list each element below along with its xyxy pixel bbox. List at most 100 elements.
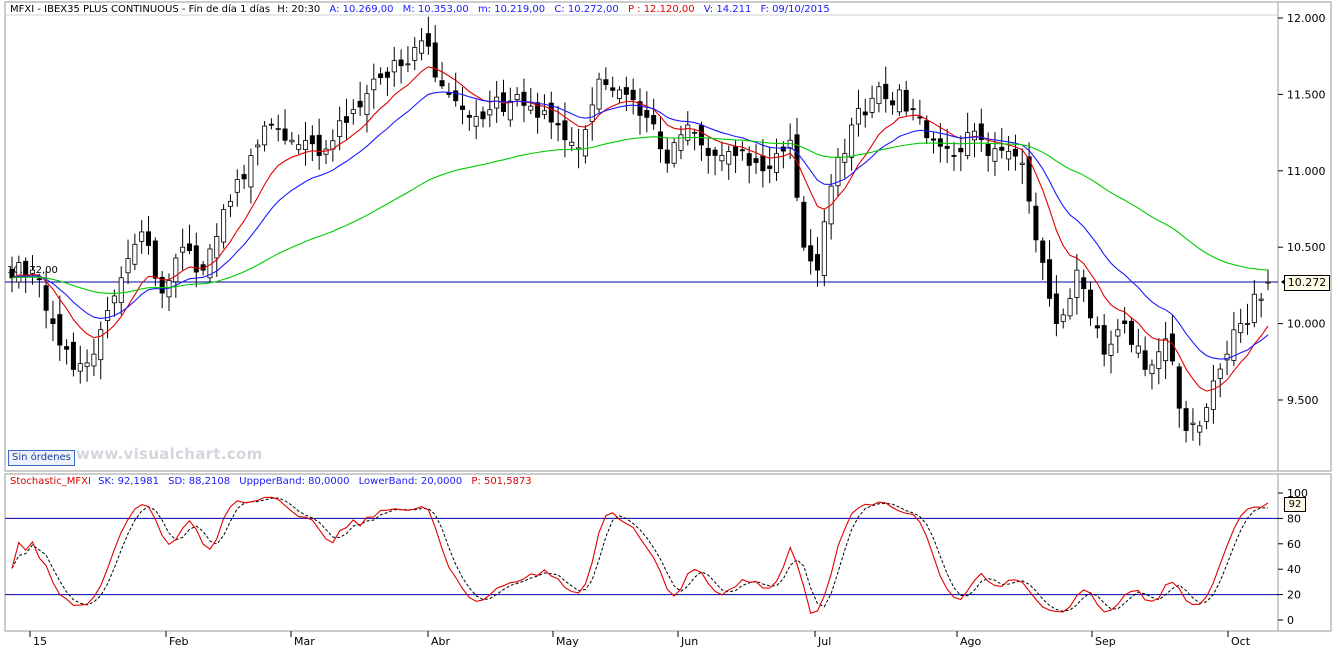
candle xyxy=(1183,400,1189,443)
candle-body-down xyxy=(521,91,527,106)
candle-body-up xyxy=(992,148,998,162)
candle-body-down xyxy=(241,174,247,180)
candle xyxy=(159,270,165,309)
candle-body-down xyxy=(958,147,964,153)
candle xyxy=(91,338,97,377)
candle xyxy=(398,49,404,84)
candle-body-up xyxy=(719,155,725,162)
candle-body-up xyxy=(221,209,227,243)
candle xyxy=(548,91,554,139)
candle-body-down xyxy=(903,89,909,112)
candle xyxy=(610,76,616,98)
candle xyxy=(275,114,281,142)
candle-body-down xyxy=(733,146,739,156)
candle xyxy=(425,16,431,55)
candle xyxy=(630,78,636,115)
candle-body-up xyxy=(419,40,425,54)
candle xyxy=(453,72,459,107)
candle xyxy=(309,125,315,162)
candle xyxy=(1053,275,1059,337)
candle-body-down xyxy=(432,42,438,78)
candle-body-up xyxy=(289,139,295,143)
candle-body-down xyxy=(780,146,786,152)
candle xyxy=(152,237,158,287)
candle-body-up xyxy=(262,125,268,146)
candle-body-down xyxy=(767,165,773,169)
candle-body-up xyxy=(1108,343,1114,356)
candle xyxy=(337,106,343,151)
candle xyxy=(364,84,370,133)
candle xyxy=(869,85,875,119)
candle-body-down xyxy=(282,128,288,141)
header-volume: V: 14.211 xyxy=(704,4,752,15)
candle xyxy=(1210,364,1216,424)
candle-body-up xyxy=(105,310,111,322)
header-time: H: 20:30 xyxy=(277,4,320,15)
stoch-panel-frame xyxy=(4,473,1332,632)
candle xyxy=(303,122,309,166)
candle-body-down xyxy=(924,120,930,139)
candle xyxy=(255,139,261,166)
candle xyxy=(146,216,152,255)
candle-body-down xyxy=(1128,320,1134,345)
stoch-tick-label: 60 xyxy=(1287,538,1301,551)
candle-body-down xyxy=(159,277,165,294)
candle xyxy=(1047,240,1053,307)
candle-body-up xyxy=(617,89,623,99)
candle xyxy=(1238,308,1244,343)
candle-body-up xyxy=(582,129,588,157)
candle xyxy=(384,67,390,96)
candle-body-up xyxy=(1224,353,1230,361)
candle-body-up xyxy=(255,144,261,148)
candle xyxy=(132,233,138,271)
axes-layer: 12.000 11.500 11.000 10.500 10.000 9.500 100 80… xyxy=(5,12,1326,648)
moving-average-mid xyxy=(11,91,1269,360)
candle-body-down xyxy=(57,314,63,346)
candle-body-up xyxy=(118,277,124,304)
candle-body-down xyxy=(664,149,670,164)
candle-body-down xyxy=(439,80,445,87)
candle-body-down xyxy=(1012,148,1018,157)
candle xyxy=(241,164,247,189)
candle-body-up xyxy=(1156,351,1162,369)
candle-body-up xyxy=(337,120,343,138)
candle xyxy=(460,87,466,125)
candle xyxy=(1081,269,1087,303)
candle-body-down xyxy=(309,135,315,145)
candle xyxy=(350,99,356,125)
main-plot-layer xyxy=(5,16,1278,446)
date-tick-label: Sep xyxy=(1095,635,1116,648)
candle xyxy=(657,116,663,163)
candle-body-down xyxy=(739,149,745,152)
candle xyxy=(855,89,861,137)
candle-body-up xyxy=(77,363,83,372)
candle-body-down xyxy=(862,111,868,116)
candle-body-up xyxy=(296,144,302,150)
candle xyxy=(767,146,773,184)
candle xyxy=(924,115,930,145)
candle-body-up xyxy=(671,142,677,164)
candle-body-down xyxy=(1047,259,1053,299)
candle xyxy=(1251,280,1257,328)
sin-ordenes-button[interactable]: Sin órdenes xyxy=(8,450,75,466)
candle xyxy=(678,125,684,160)
candle xyxy=(1012,134,1018,171)
candle xyxy=(569,127,575,152)
stoch-tick-label: 80 xyxy=(1287,512,1301,525)
candle-body-down xyxy=(152,240,158,279)
candle-body-up xyxy=(1197,425,1203,433)
candle-body-up xyxy=(1251,293,1257,323)
candle xyxy=(705,138,711,174)
candle xyxy=(268,118,274,130)
stoch-sd-line xyxy=(11,497,1269,612)
candle-body-up xyxy=(405,63,411,66)
candle xyxy=(1128,317,1134,353)
price-tick-label: 11.500 xyxy=(1287,88,1326,101)
candle-body-down xyxy=(50,318,56,324)
candle-body-down xyxy=(43,285,49,311)
candle xyxy=(214,223,220,277)
candle-body-down xyxy=(453,90,459,102)
candle xyxy=(186,224,192,255)
candle xyxy=(971,122,977,158)
candle-body-up xyxy=(111,295,117,304)
